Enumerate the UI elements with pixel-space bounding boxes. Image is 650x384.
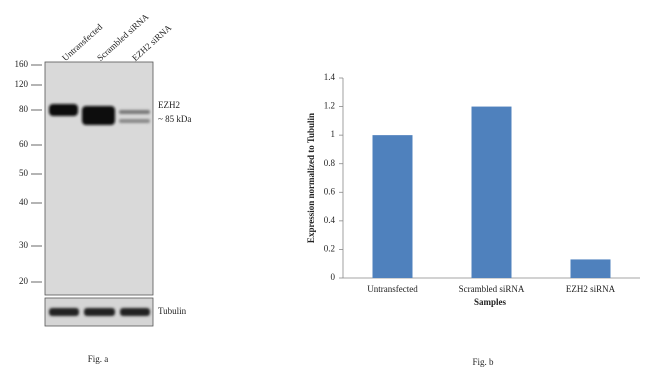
- loading-control-label: Tubulin: [158, 306, 187, 316]
- bar: [570, 259, 611, 278]
- y-tick-label: 1.4: [324, 72, 336, 82]
- marker-label: 120: [15, 79, 29, 89]
- band-size: ~ 85 kDa: [158, 114, 191, 124]
- y-tick-label: 0: [331, 272, 336, 282]
- y-tick-label: 0.4: [324, 215, 336, 225]
- marker-label: 40: [19, 197, 29, 207]
- x-tick-label: EZH2 siRNA: [566, 284, 616, 294]
- bar: [471, 106, 512, 278]
- marker-label: 60: [19, 139, 29, 149]
- y-tick-label: 0.6: [324, 186, 336, 196]
- blot-membrane: [44, 61, 154, 296]
- marker-label: 160: [15, 59, 29, 69]
- y-tick-label: 0.8: [324, 158, 336, 168]
- marker-label: 20: [19, 276, 29, 286]
- x-axis-title: Samples: [474, 297, 507, 307]
- marker-label: 50: [19, 168, 29, 178]
- x-tick-label: Scrambled siRNA: [459, 284, 525, 294]
- tubulin-bands: [49, 308, 150, 316]
- bar: [372, 135, 413, 278]
- y-tick-label: 0.2: [324, 243, 335, 253]
- marker-label: 30: [19, 240, 29, 250]
- y-tick-label: 1.2: [324, 101, 335, 111]
- marker-label: 80: [19, 104, 29, 114]
- x-tick-label: Untransfected: [367, 284, 418, 294]
- y-tick-label: 1: [331, 129, 336, 139]
- y-axis-title: Expression normalized to Tubulin: [306, 113, 316, 243]
- ezh2-bands: [49, 104, 150, 125]
- caption: Fig. b: [472, 357, 494, 367]
- caption: Fig. a: [88, 354, 109, 364]
- band-label: EZH2: [158, 100, 180, 110]
